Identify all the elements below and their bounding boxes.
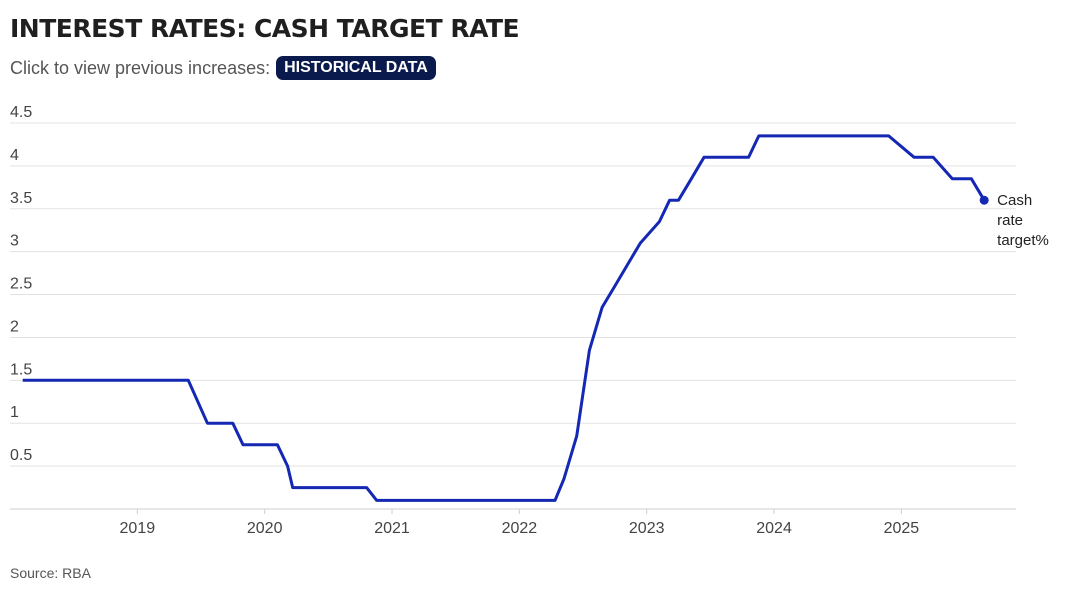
y-tick-label: 1.5 [10,361,32,378]
y-axis-ticks: 0.5 1 1.5 2 2.5 3 3.5 4 4.5 [10,104,32,464]
series-label-line: rate [997,212,1023,229]
x-tick-label: 2024 [756,520,792,537]
series-label-line: Cash [997,192,1032,209]
chart-title: INTEREST RATES: CASH TARGET RATE [10,14,520,43]
y-tick-label: 1 [10,404,19,421]
series-end-point [979,195,989,205]
subtitle-text: Click to view previous increases: [10,57,271,78]
x-tick-label: 2019 [120,520,156,537]
x-axis-ticks: 2019 2020 2021 2022 2023 2024 2025 [120,509,920,537]
y-tick-label: 0.5 [10,447,32,464]
x-tick-label: 2025 [884,520,920,537]
x-tick-label: 2023 [629,520,665,537]
source-note: Source: RBA [10,565,91,581]
series-label-line: target% [997,232,1049,249]
series-line-cash-rate [22,134,986,502]
y-tick-label: 3 [10,233,19,250]
subtitle-row: Click to view previous increases: HISTOR… [10,56,436,80]
y-tick-label: 2 [10,318,19,335]
x-tick-label: 2021 [374,520,410,537]
y-tick-label: 2.5 [10,276,32,293]
y-tick-label: 3.5 [10,190,32,207]
x-tick-label: 2022 [502,520,538,537]
gridlines [10,122,1016,467]
series-label: Cash rate target% [997,192,1049,249]
y-tick-label: 4.5 [10,104,32,121]
historical-data-button[interactable]: HISTORICAL DATA [276,56,436,80]
x-tick-label: 2020 [247,520,283,537]
y-tick-label: 4 [10,147,19,164]
